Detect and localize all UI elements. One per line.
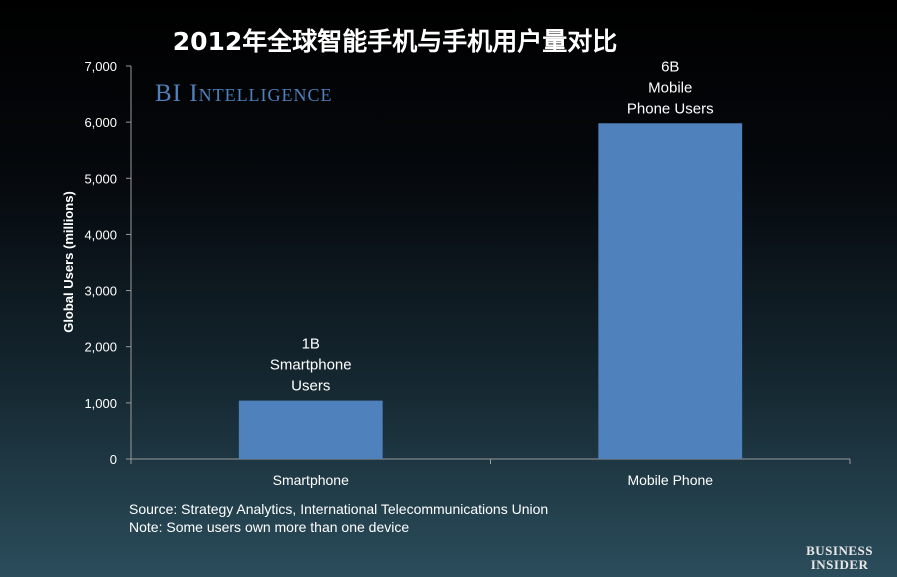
footnotes: Source: Strategy Analytics, Internationa… <box>129 500 548 536</box>
bar-mobile-phone <box>598 123 743 459</box>
logo-line2: INSIDER <box>810 557 869 572</box>
y-tick-label: 7,000 <box>84 59 117 74</box>
business-insider-logo: BUSINESS INSIDER <box>806 544 873 572</box>
y-tick-label: 6,000 <box>84 115 117 130</box>
x-tick-label: Smartphone <box>273 472 349 488</box>
y-tick-label: 4,000 <box>84 227 117 242</box>
y-tick-label: 3,000 <box>84 284 117 299</box>
y-tick-label: 0 <box>110 452 117 467</box>
y-axis-label: Global Users (millions) <box>61 191 76 333</box>
data-label: Users <box>291 378 330 395</box>
y-tick-label: 1,000 <box>84 396 117 411</box>
logo-line1: BUSINESS <box>806 543 873 558</box>
y-tick-label: 2,000 <box>84 340 117 355</box>
device-note: Note: Some users own more than one devic… <box>129 519 410 535</box>
chart-title: 2012年全球智能手机与手机用户量对比 <box>172 27 618 56</box>
bar-chart: 0 1,000 2,000 3,000 4,000 5,000 6,000 7,000 Sma… <box>61 58 851 488</box>
data-label: Phone Users <box>627 100 714 117</box>
y-tick-label: 5,000 <box>84 171 117 186</box>
data-label: Mobile <box>648 79 692 96</box>
data-label: 6B <box>661 58 679 75</box>
data-label: 1B <box>302 336 320 353</box>
data-label: Smartphone <box>270 357 352 374</box>
y-axis: 0 1,000 2,000 3,000 4,000 5,000 6,000 7,000 <box>84 59 132 467</box>
x-axis: Smartphone Mobile Phone <box>130 458 851 488</box>
bar-smartphone <box>238 400 383 459</box>
bi-intelligence-logo: BI Intelligence <box>155 80 333 107</box>
source-note: Source: Strategy Analytics, Internationa… <box>129 501 549 517</box>
bars: 1B Smartphone Users 6B Mobile Phone Users <box>238 58 743 459</box>
x-tick-label: Mobile Phone <box>627 472 713 488</box>
